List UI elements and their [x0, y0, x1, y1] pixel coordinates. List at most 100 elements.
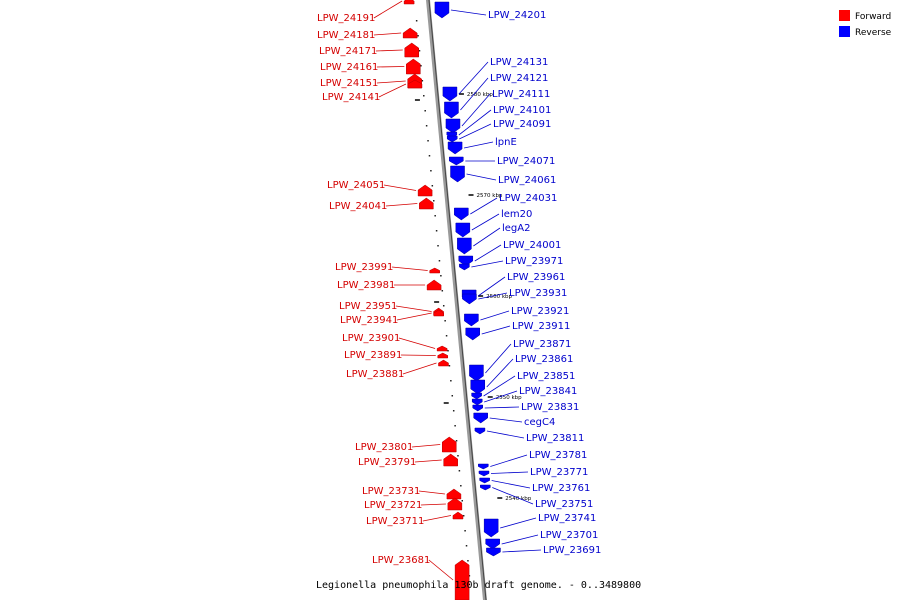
- gene-label-lpw_23681[interactable]: LPW_23681: [372, 555, 430, 566]
- gene-arrow-lpw_24191[interactable]: [403, 0, 415, 5]
- gene-label-lpw_23691[interactable]: LPW_23691: [543, 545, 601, 556]
- gene-label-lpw_23811[interactable]: LPW_23811: [526, 433, 584, 444]
- gene-arrow-lega2[interactable]: [457, 237, 472, 255]
- gene-label-lpw_23851[interactable]: LPW_23851: [517, 371, 575, 382]
- gene-label-lpw_24031[interactable]: LPW_24031: [499, 193, 557, 204]
- gene-arrow-lpw_24161[interactable]: [406, 58, 421, 75]
- gene-arrow-lpw_24061[interactable]: [450, 165, 465, 183]
- gene-arrow-lpw_24171[interactable]: [404, 42, 419, 58]
- gene-arrow-lpw_23791[interactable]: [443, 453, 458, 467]
- gene-arrow-lpw_23881[interactable]: [438, 359, 449, 367]
- gene-label-lpw_23941[interactable]: LPW_23941: [340, 315, 398, 326]
- gene-arrow-lpw_23841[interactable]: [471, 398, 483, 406]
- gene-label-lpne[interactable]: lpnE: [495, 137, 517, 148]
- gene-label-lpw_23991[interactable]: LPW_23991: [335, 262, 393, 273]
- gene-label-lpw_24071[interactable]: LPW_24071: [497, 156, 555, 167]
- gene-label-lpw_24101[interactable]: LPW_24101: [493, 105, 551, 116]
- gene-label-lpw_23841[interactable]: LPW_23841: [519, 386, 577, 397]
- gene-arrow-lpw_23751[interactable]: [480, 484, 491, 491]
- gene-label-lpw_24171[interactable]: LPW_24171: [319, 46, 377, 57]
- gene-label-lpw_23881[interactable]: LPW_23881: [346, 369, 404, 380]
- gene-label-lpw_24201[interactable]: LPW_24201: [488, 10, 546, 21]
- gene-arrow-lpw_23861[interactable]: [470, 379, 486, 395]
- gene-label-lpw_23951[interactable]: LPW_23951: [339, 301, 397, 312]
- gene-arrow-lpw_23781[interactable]: [478, 463, 489, 470]
- gene-arrow-lpw_23901[interactable]: [436, 345, 448, 352]
- gene-arrow-lpne[interactable]: [447, 141, 463, 155]
- gene-label-cegc4[interactable]: cegC4: [524, 417, 555, 428]
- gene-arrow-lpw_23721[interactable]: [447, 497, 463, 511]
- gene-arrow-lpw_23681[interactable]: [454, 559, 470, 600]
- gene-label-lpw_23981[interactable]: LPW_23981: [337, 280, 395, 291]
- gene-arrow-lpw_23941[interactable]: [433, 309, 444, 317]
- gene-arrow-lpw_23891[interactable]: [437, 352, 449, 359]
- gene-arrow-lpw_23831[interactable]: [472, 404, 484, 412]
- gene-label-lpw_24091[interactable]: LPW_24091: [493, 119, 551, 130]
- gene-arrow-lpw_24051[interactable]: [417, 184, 433, 197]
- gene-label-lpw_23751[interactable]: LPW_23751: [535, 499, 593, 510]
- gene-arrow-lpw_23911[interactable]: [465, 327, 480, 341]
- gene-label-lpw_23781[interactable]: LPW_23781: [529, 450, 587, 461]
- gene-label-lem20[interactable]: lem20: [501, 209, 532, 220]
- gene-arrow-lpw_24031[interactable]: [454, 207, 469, 221]
- gene-arrow-lpw_23731[interactable]: [446, 488, 462, 500]
- gene-label-lpw_23711[interactable]: LPW_23711: [366, 516, 424, 527]
- gene-arrow-lpw_24091[interactable]: [446, 135, 458, 143]
- gene-label-lpw_23791[interactable]: LPW_23791: [358, 457, 416, 468]
- gene-arrow-lpw_23871[interactable]: [469, 364, 484, 382]
- gene-label-lpw_23871[interactable]: LPW_23871: [513, 339, 571, 350]
- gene-label-lpw_24121[interactable]: LPW_24121: [490, 73, 548, 84]
- gene-label-lpw_23761[interactable]: LPW_23761: [532, 483, 590, 494]
- gene-label-lpw_23701[interactable]: LPW_23701: [540, 530, 598, 541]
- gene-label-lega2[interactable]: legA2: [502, 223, 530, 234]
- gene-arrow-cegc4[interactable]: [473, 412, 488, 424]
- gene-label-lpw_23731[interactable]: LPW_23731: [362, 486, 420, 497]
- gene-label-lpw_23911[interactable]: LPW_23911: [512, 321, 570, 332]
- gene-label-lpw_23921[interactable]: LPW_23921: [511, 306, 569, 317]
- gene-label-lpw_24001[interactable]: LPW_24001: [503, 240, 561, 251]
- gene-label-lpw_24161[interactable]: LPW_24161: [320, 62, 378, 73]
- gene-arrow-lpw_23801[interactable]: [441, 436, 457, 453]
- gene-label-lpw_24191[interactable]: LPW_24191: [317, 13, 375, 24]
- gene-label-lpw_23961[interactable]: LPW_23961: [507, 272, 565, 283]
- gene-arrow-lpw_24201[interactable]: [434, 1, 450, 19]
- gene-arrow-lpw_23741[interactable]: [483, 518, 499, 538]
- gene-label-lpw_23831[interactable]: LPW_23831: [521, 402, 579, 413]
- gene-arrow-lpw_24131[interactable]: [442, 86, 458, 102]
- gene-label-lpw_23741[interactable]: LPW_23741: [538, 513, 596, 524]
- gene-arrow-lpw_23771[interactable]: [478, 470, 490, 477]
- gene-label-lpw_24051[interactable]: LPW_24051: [327, 180, 385, 191]
- gene-arrow-lpw_24071[interactable]: [449, 156, 464, 166]
- gene-label-lpw_24181[interactable]: LPW_24181: [317, 30, 375, 41]
- gene-label-lpw_24131[interactable]: LPW_24131: [490, 57, 548, 68]
- gene-arrow-lpw_23761[interactable]: [479, 477, 490, 484]
- gene-arrow-lpw_23921[interactable]: [464, 313, 479, 327]
- gene-label-lpw_24111[interactable]: LPW_24111: [492, 89, 550, 100]
- gene-label-lpw_24061[interactable]: LPW_24061: [498, 175, 556, 186]
- gene-label-lpw_23931[interactable]: LPW_23931: [509, 288, 567, 299]
- gene-arrow-lpw_24041[interactable]: [419, 197, 434, 210]
- gene-arrow-lpw_23931[interactable]: [462, 293, 477, 305]
- gene-label-lpw_23801[interactable]: LPW_23801: [355, 442, 413, 453]
- gene-label-lpw_24151[interactable]: LPW_24151: [320, 78, 378, 89]
- gene-label-lpw_23771[interactable]: LPW_23771: [530, 467, 588, 478]
- gene-arrow-lpw_24141[interactable]: [407, 79, 423, 89]
- gene-arrow-lpw_24111[interactable]: [445, 118, 461, 134]
- gene-arrow-lpw_24121[interactable]: [444, 101, 459, 119]
- gene-arrow-lpw_23711[interactable]: [452, 511, 464, 520]
- gene-label-lpw_23891[interactable]: LPW_23891: [344, 350, 402, 361]
- gene-arrow-lpw_23981[interactable]: [426, 279, 442, 291]
- gene-label-lpw_23721[interactable]: LPW_23721: [364, 500, 422, 511]
- gene-label-lpw_24041[interactable]: LPW_24041: [329, 201, 387, 212]
- gene-label-lpw_24141[interactable]: LPW_24141: [322, 92, 380, 103]
- gene-label-lpw_23971[interactable]: LPW_23971: [505, 256, 563, 267]
- gene-label-lpw_23901[interactable]: LPW_23901: [342, 333, 400, 344]
- gene-arrow-lem20[interactable]: [455, 222, 471, 238]
- gene-arrow-lpw_23851[interactable]: [471, 392, 482, 400]
- gene-arrow-lpw_24181[interactable]: [402, 27, 418, 39]
- gene-arrow-lpw_23701[interactable]: [485, 538, 500, 550]
- gene-arrow-lpw_23971[interactable]: [459, 263, 470, 271]
- gene-label-lpw_23861[interactable]: LPW_23861: [515, 354, 573, 365]
- gene-arrow-lpw_24001[interactable]: [458, 255, 474, 267]
- gene-arrow-lpw_23991[interactable]: [429, 267, 440, 274]
